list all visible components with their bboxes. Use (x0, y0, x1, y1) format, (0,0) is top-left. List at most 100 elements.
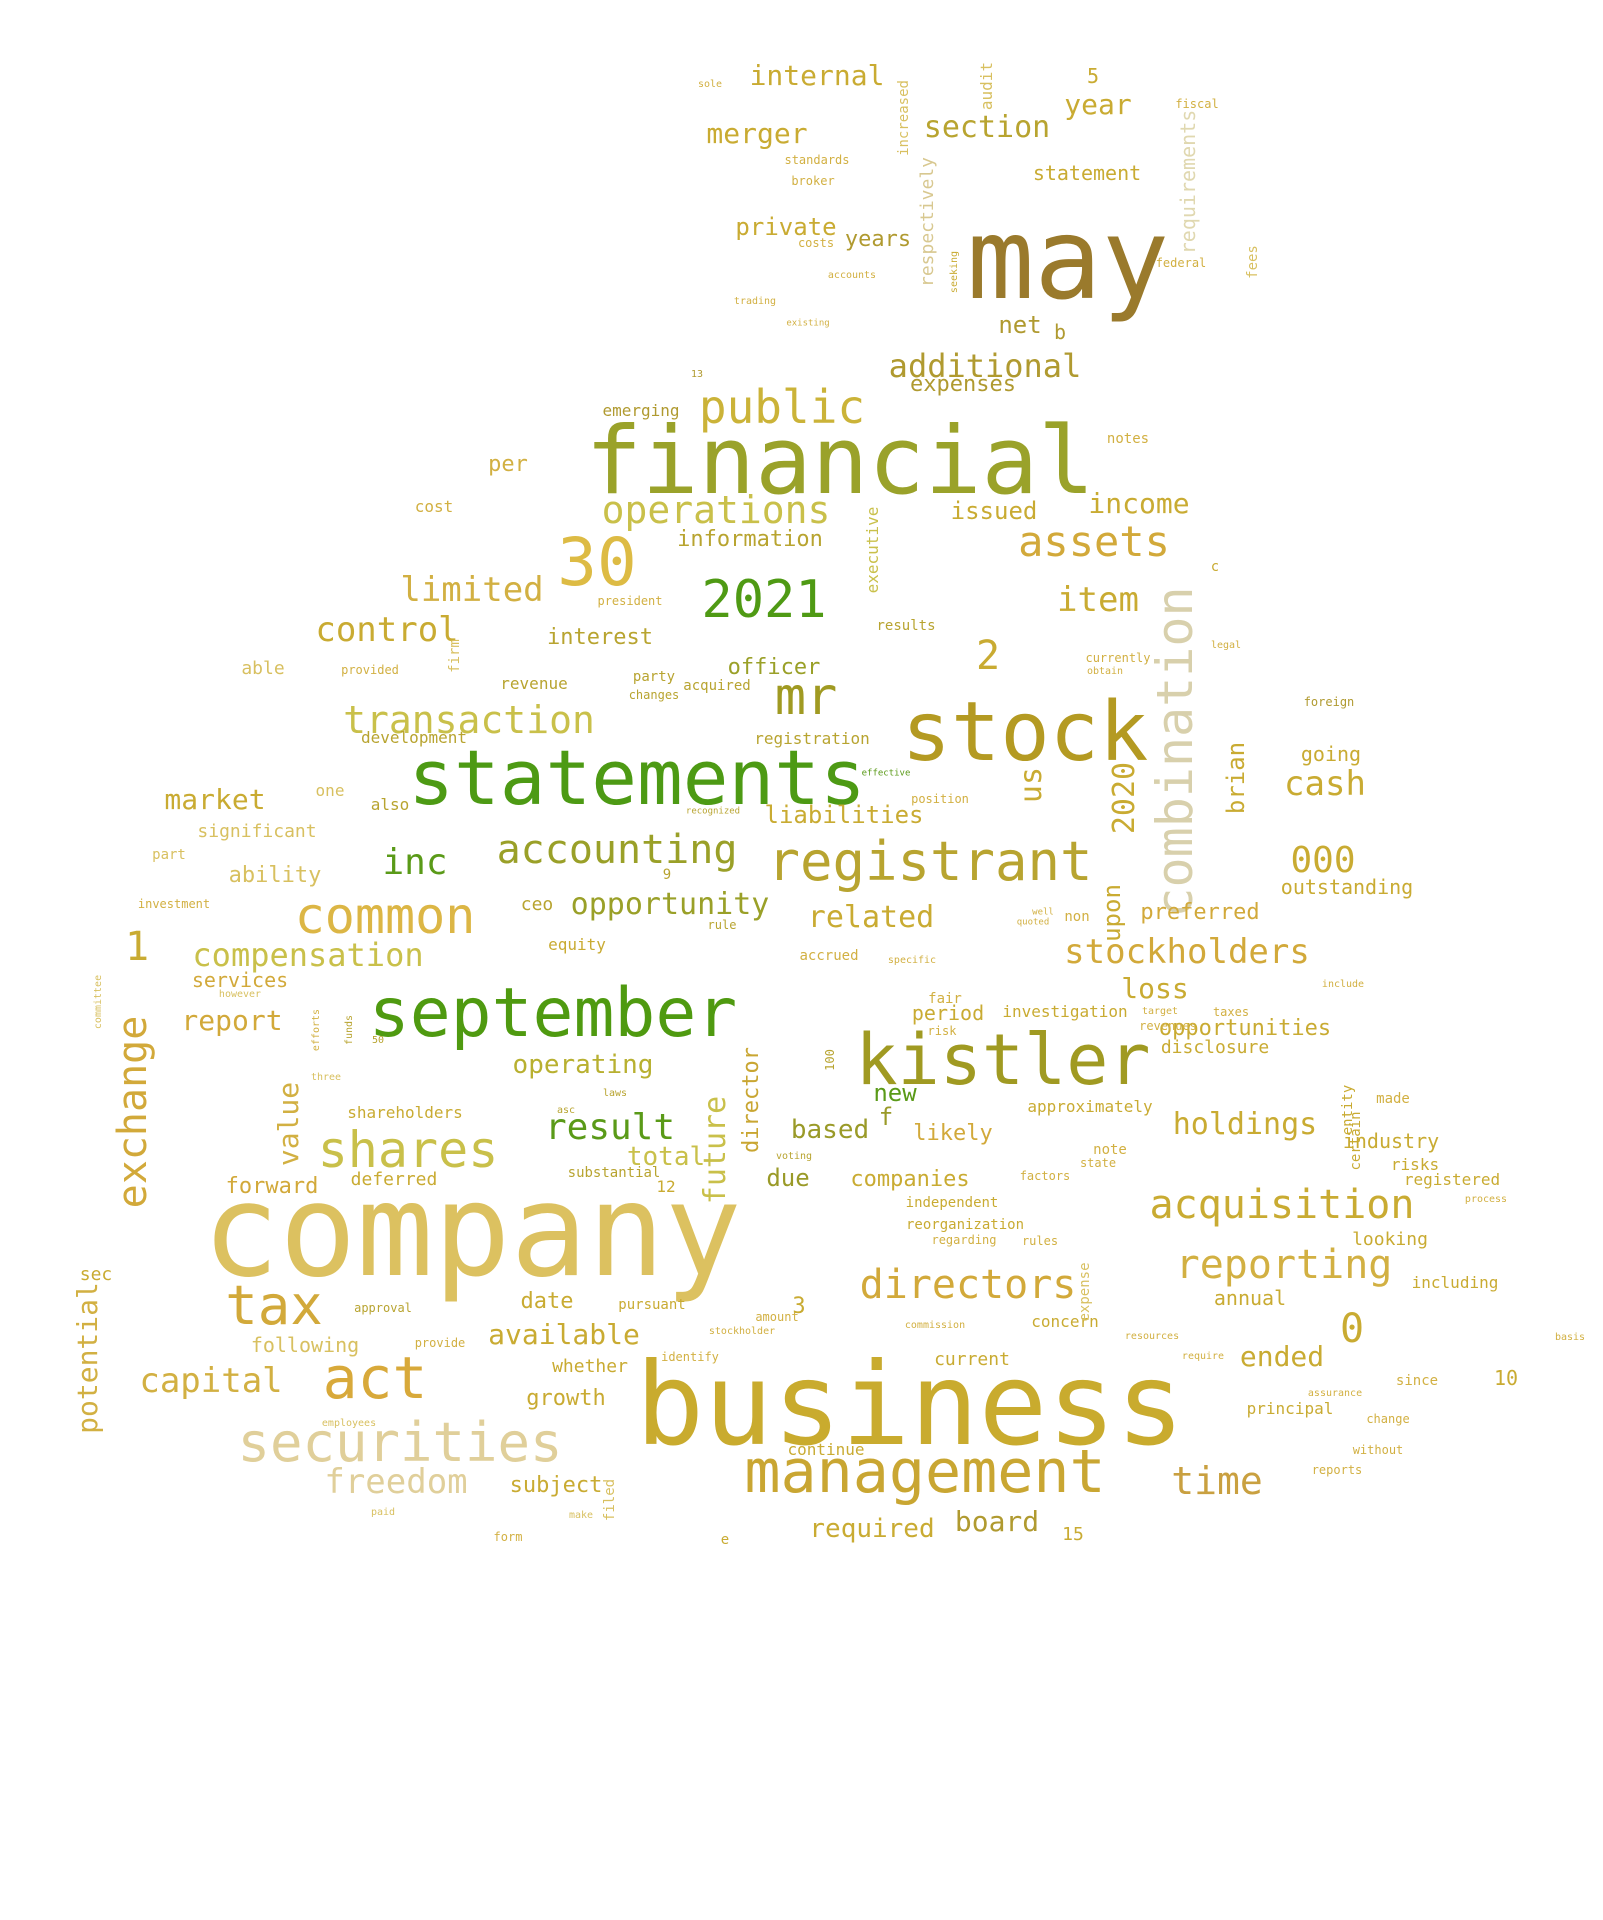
word-three: three (310, 1072, 342, 1083)
word-reports: reports (1311, 1463, 1363, 1477)
word-3: 3 (792, 1294, 806, 1319)
word-september: september (368, 974, 738, 1053)
word-costs: costs (797, 236, 835, 250)
word-50: 50 (371, 1035, 385, 1046)
word-following: following (250, 1333, 360, 1357)
word-made: made (1376, 1091, 1410, 1107)
word-inc: inc (382, 842, 448, 883)
word-date: date (520, 1289, 574, 1314)
word-deferred: deferred (350, 1169, 438, 1190)
word-10: 10 (1493, 1366, 1519, 1390)
word-value: value (272, 1081, 305, 1167)
word-risk: risk (927, 1024, 957, 1038)
word-brian: brian (1222, 741, 1250, 815)
word-recognized: recognized (685, 806, 741, 817)
word-operations: operations (601, 488, 831, 532)
word-opportunities: opportunities (1158, 1016, 1332, 1041)
word-process: process (1464, 1194, 1508, 1205)
word-risks: risks (1390, 1155, 1440, 1174)
word-year: year (1064, 88, 1132, 121)
word-100: 100 (823, 1049, 837, 1071)
word-federal: federal (1155, 256, 1207, 270)
word-mr: mr (774, 667, 838, 727)
word-fair: fair (928, 991, 962, 1007)
word-time: time (1171, 1459, 1263, 1503)
word-acquisition: acquisition (1149, 1182, 1415, 1228)
word-assets: assets (1018, 517, 1170, 566)
word-13: 13 (690, 369, 704, 380)
word-quoted: quoted (1016, 917, 1050, 928)
word-new: new (873, 1079, 917, 1107)
word-stockholder: stockholder (708, 1326, 776, 1337)
word-1: 1 (124, 924, 150, 970)
word-efforts: efforts (311, 1008, 322, 1052)
word-position: position (911, 792, 969, 806)
word-taxes: taxes (1212, 1005, 1250, 1019)
word-2021: 2021 (701, 570, 827, 630)
word-standards: standards (784, 153, 850, 167)
word-company: company (202, 1157, 742, 1306)
word-2: 2 (975, 633, 1001, 679)
word-statement: statement (1032, 161, 1142, 185)
word-future: future (698, 1095, 733, 1205)
word-based: based (790, 1115, 870, 1145)
word-commission: commission (904, 1320, 966, 1331)
word-e: e (720, 1532, 730, 1548)
word-director: director (739, 1047, 764, 1153)
word-years: years (844, 227, 912, 252)
word-issued: issued (950, 497, 1038, 525)
word-one: one (315, 781, 345, 800)
word-president: president (597, 594, 663, 608)
word-part: part (152, 847, 186, 863)
word-outstanding: outstanding (1280, 875, 1414, 899)
word-asc: asc (556, 1105, 576, 1116)
word-respectively: respectively (917, 156, 938, 288)
word-opportunity: opportunity (570, 887, 770, 922)
word-acquired: acquired (683, 678, 751, 694)
word-tax: tax (225, 1274, 323, 1337)
word-result: result (544, 1107, 676, 1148)
word-existing: existing (786, 318, 830, 329)
word-12: 12 (656, 1177, 676, 1196)
word-significant: significant (197, 821, 317, 842)
word-notes: notes (1106, 431, 1150, 447)
word-party: party (632, 669, 676, 685)
word-amount: amount (755, 1310, 799, 1324)
word-net: net (998, 311, 1042, 339)
word-registration: registration (754, 729, 870, 748)
word-rule: rule (707, 918, 737, 932)
word-officer: officer (727, 655, 821, 680)
word-able: able (241, 658, 285, 679)
word-emerging: emerging (602, 401, 680, 420)
word-accounts: accounts (827, 270, 877, 281)
word-available: available (488, 1318, 640, 1351)
word-principal: principal (1246, 1399, 1334, 1418)
word-business: business (635, 1338, 1185, 1471)
word-include: include (1321, 979, 1365, 990)
word-public: public (698, 380, 866, 434)
word-including: including (1411, 1273, 1499, 1292)
word-000: 000 (1290, 840, 1356, 881)
word-looking: looking (1352, 1229, 1428, 1250)
word-employees: employees (321, 1418, 377, 1429)
word-may: may (966, 195, 1170, 325)
word-seeking: seeking (949, 250, 960, 294)
word-whether: whether (552, 1356, 628, 1377)
word-sec: sec (79, 1264, 113, 1285)
word-total: total (626, 1142, 706, 1172)
word-identify: identify (661, 1350, 719, 1364)
word-factors: factors (1019, 1169, 1071, 1183)
word-increased: increased (896, 80, 912, 156)
word-form: form (493, 1530, 523, 1544)
word-additional: additional (888, 347, 1082, 385)
word-financial: financial (585, 407, 1095, 516)
word-2020: 2020 (1107, 761, 1142, 835)
word-compensation: compensation (192, 936, 424, 974)
word-subject: subject (509, 1473, 603, 1498)
word-legal: legal (1210, 640, 1242, 651)
word-item: item (1057, 580, 1139, 620)
word-combination: combination (1146, 586, 1204, 918)
word-section: section (923, 110, 1051, 145)
word-fees: fees (1245, 245, 1261, 279)
